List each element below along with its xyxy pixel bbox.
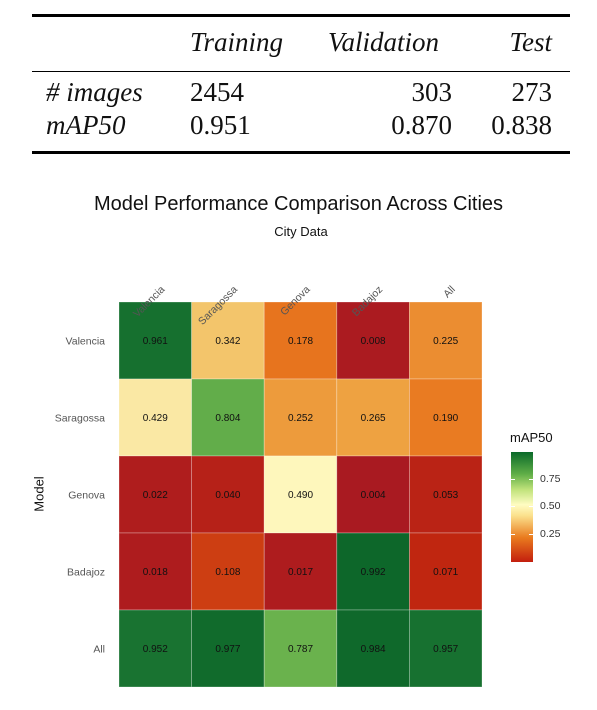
legend-tick-mark [529,534,533,535]
cell-value-label: 0.984 [361,644,386,655]
heatmap-cell [191,532,265,611]
y-tick-label: Badajoz [67,567,105,579]
cell-value-label: 0.190 [433,413,458,424]
legend-tick-mark [529,479,533,480]
heatmap-cell [263,609,338,688]
heatmap-cell [191,378,265,457]
heatmap-cell [408,532,483,611]
heatmap-cell [263,532,338,611]
y-tick-label: Valencia [66,336,106,348]
row-label-map50: mAP50 [46,110,126,140]
cell-value-label: 0.429 [143,413,168,424]
table-header-rule [32,71,570,73]
heatmap-cell [408,301,483,380]
cell-map50-test: 0.838 [491,110,552,140]
heatmap-cell [408,378,483,457]
x-axis-title: City Data [274,224,328,239]
cell-value-label: 0.040 [215,490,240,501]
results-table: Training Validation Test # images 2454 3… [32,14,570,154]
cell-map50-validation: 0.870 [391,110,452,140]
cell-value-label: 0.992 [361,567,386,578]
table-bottom-rule [32,151,570,154]
heatmap-cell [408,455,483,534]
table-top-rule [32,14,570,17]
header-test: Test [509,27,552,57]
chart-title: Model Performance Comparison Across Citi… [93,193,504,215]
cell-value-label: 0.490 [288,490,313,501]
heatmap-cell [118,378,192,457]
x-tick-label: All [441,284,458,301]
heatmap-cell [336,455,410,534]
heatmap-cell [118,301,192,380]
y-tick-label: All [93,644,105,656]
heatmap-cell [191,609,265,688]
y-tick-label: Saragossa [55,413,105,425]
legend-title: mAP50 [510,430,553,445]
legend-label-low: 0.25 [540,528,561,540]
cell-value-label: 0.017 [288,567,313,578]
cell-value-label: 0.008 [361,336,386,347]
heatmap-cell [336,378,410,457]
heatmap-cell [263,455,338,534]
heatmap-cell [191,455,265,534]
legend-tick-mark [511,479,515,480]
heatmap-cell [263,378,338,457]
heatmap-cell [263,301,338,380]
cell-value-label: 0.178 [288,336,313,347]
cell-value-label: 0.053 [433,490,458,501]
cell-value-label: 0.252 [288,413,313,424]
cell-value-label: 0.952 [143,644,168,655]
legend-label-mid: 0.50 [540,500,561,512]
cell-map50-training: 0.951 [190,110,251,140]
legend-label-high: 0.75 [540,473,561,485]
heatmap-cell [118,532,192,611]
cell-value-label: 0.342 [215,336,240,347]
cell-value-label: 0.787 [288,644,313,655]
legend-colorbar [511,452,533,562]
heatmap-cell [408,609,483,688]
heatmap-cell [336,609,410,688]
legend-tick-mark [529,506,533,507]
y-tick-label: Genova [68,490,105,502]
cell-value-label: 0.977 [215,644,240,655]
row-label-images: # images [46,77,143,107]
cell-value-label: 0.004 [361,490,386,501]
heatmap-cell [118,609,192,688]
cell-value-label: 0.265 [361,413,386,424]
cell-value-label: 0.225 [433,336,458,347]
cell-value-label: 0.957 [433,644,458,655]
legend-tick-mark [511,506,515,507]
header-validation: Validation [328,27,440,57]
cell-value-label: 0.108 [215,567,240,578]
legend-tick-mark [511,534,515,535]
cell-images-validation: 303 [411,77,453,107]
heatmap-cell [191,301,265,380]
cell-value-label: 0.071 [433,567,458,578]
cell-value-label: 0.961 [143,336,168,347]
heatmap-cell [118,455,192,534]
cell-value-label: 0.804 [215,413,240,424]
cell-images-training: 2454 [190,77,244,107]
cell-images-test: 273 [511,77,553,107]
header-training: Training [190,27,284,57]
heatmap-cell [336,301,410,380]
cell-value-label: 0.022 [143,490,168,501]
cell-value-label: 0.018 [143,567,168,578]
